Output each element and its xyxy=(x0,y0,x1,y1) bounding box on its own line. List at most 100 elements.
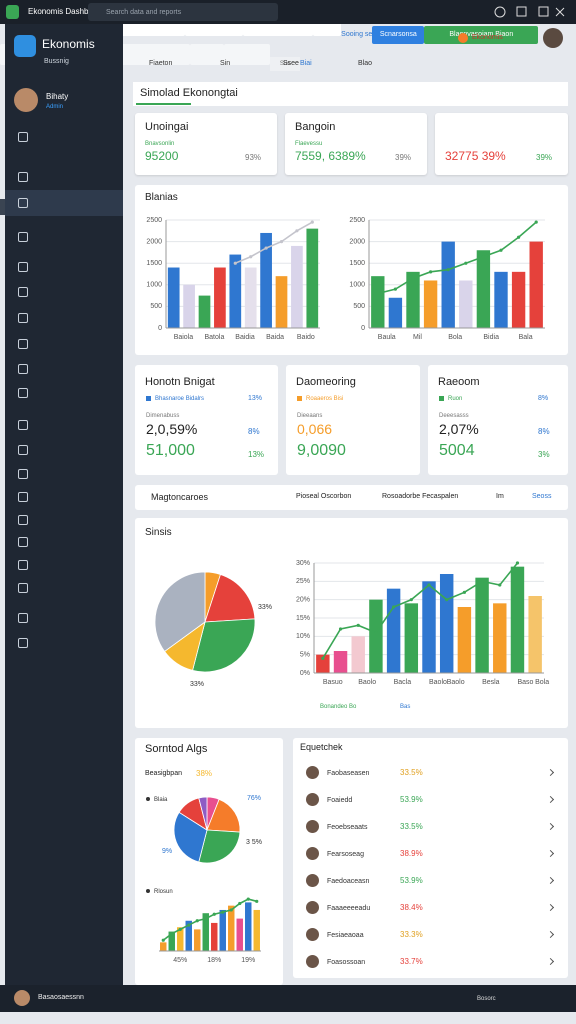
row-pct: 53.9% xyxy=(400,795,423,804)
pie-slice xyxy=(204,573,256,623)
row-avatar xyxy=(306,928,319,941)
list-link[interactable]: Biai xyxy=(300,58,312,70)
header-link[interactable]: Sooing se xyxy=(341,29,372,41)
trend-point xyxy=(321,656,325,660)
x-tick-label: Baido xyxy=(297,334,315,341)
trend-point xyxy=(481,255,485,259)
x-tick-label: Baula xyxy=(378,334,396,341)
bar-chart: 0 500 1000 1500 2000 2500 Baula Mil Bola Bidia Bal… xyxy=(349,217,545,341)
row-avatar xyxy=(306,901,319,914)
row-pct: 33.5% xyxy=(400,822,423,831)
tab[interactable] xyxy=(224,44,270,65)
tabs-bar xyxy=(135,485,568,510)
stat-v2: 51,000 xyxy=(146,442,195,459)
brand-name: Ekonomis xyxy=(42,37,95,51)
card-title: Blanias xyxy=(145,192,178,203)
bullet xyxy=(146,889,150,893)
row-avatar xyxy=(306,955,319,968)
stat-card xyxy=(135,365,278,475)
row-name: Faaaeeeeadu xyxy=(327,905,371,912)
row-pct: 33.3% xyxy=(400,930,423,939)
trend-point xyxy=(446,268,450,272)
trend-point xyxy=(376,291,380,296)
bar xyxy=(404,603,419,673)
x-tick-label: 19% xyxy=(241,957,255,964)
bar xyxy=(185,920,192,951)
trend-line xyxy=(322,562,519,659)
x-tick-label: Bola xyxy=(448,334,462,341)
kpi-button[interactable]: Blaonvasoiam Biaon xyxy=(424,26,539,44)
primary-button[interactable]: Scnarsonsa xyxy=(372,26,425,44)
y-tick-label: 1500 xyxy=(146,260,162,267)
pie-slice xyxy=(198,829,241,864)
trend-point xyxy=(170,932,174,936)
card-title: Equetchek xyxy=(300,742,343,752)
x-tick-label: Basuo xyxy=(323,679,343,686)
bar xyxy=(228,905,235,951)
row-pct: 38.4% xyxy=(400,903,423,912)
x-tick-label: Bacla xyxy=(394,679,412,686)
bar-chart: 45% 18% 19% xyxy=(159,897,261,964)
bar xyxy=(423,280,438,328)
bar xyxy=(459,280,473,328)
stat-v1: 2,07% xyxy=(439,421,479,437)
kpi-value: 32775 39% xyxy=(445,149,506,163)
bar xyxy=(494,271,508,328)
x-tick-label: Baidia xyxy=(235,334,255,341)
trend-point xyxy=(187,923,191,927)
bar xyxy=(528,596,542,673)
pie-label: Blaia xyxy=(154,797,168,803)
y-tick-label: 500 xyxy=(353,303,365,310)
x-tick-label: 45% xyxy=(173,957,187,964)
brand-logo xyxy=(14,35,36,57)
pie-callout: 9% xyxy=(162,848,173,855)
trend-point xyxy=(255,899,259,903)
bar xyxy=(386,588,401,673)
tab[interactable] xyxy=(190,44,224,65)
stat-title: Raeoom xyxy=(438,376,480,388)
filter-label: Ssee xyxy=(283,60,299,67)
nav-icon xyxy=(18,198,28,208)
bar xyxy=(457,607,472,673)
trend-point xyxy=(295,229,299,233)
x-tick-label: Baida xyxy=(266,334,284,341)
bar-chart: 0%5%10%15%20%25%30%Basuo Baolo Bacla Baolo B… xyxy=(296,560,549,686)
bar xyxy=(211,922,218,951)
trend-point xyxy=(161,938,165,942)
analysis-button[interactable]: Sus xyxy=(270,57,300,71)
pie-chart xyxy=(154,571,256,673)
bar xyxy=(493,603,507,673)
trend-point xyxy=(393,287,397,291)
badge: Ekonomis xyxy=(472,34,503,41)
x-tick-label: Baso xyxy=(517,679,533,686)
nav-icon xyxy=(18,583,28,593)
stat-legend-pct: 13% xyxy=(248,395,263,402)
stat-v1: 0,066 xyxy=(297,421,333,437)
trend-point xyxy=(427,583,431,587)
bar xyxy=(316,654,330,673)
trend-point xyxy=(445,598,449,602)
stat-card xyxy=(428,365,568,475)
search-box xyxy=(88,3,278,21)
stat-p2: 13% xyxy=(248,450,265,459)
bars-label: Rlosun xyxy=(154,889,173,895)
trend-point xyxy=(310,220,314,224)
pie-slice xyxy=(173,811,208,863)
y-tick-label: 0% xyxy=(300,670,310,677)
card-title: Sorntod Algs xyxy=(145,743,208,755)
row-name: Fesiaeaoaa xyxy=(327,932,364,939)
row-pct: 53.9% xyxy=(400,876,423,885)
stat-title: Daomeoring xyxy=(296,376,356,388)
trend-point xyxy=(534,220,538,224)
bar xyxy=(245,902,252,951)
row-avatar xyxy=(306,847,319,860)
trend-point xyxy=(392,605,396,609)
bar xyxy=(219,909,226,951)
pie-slice xyxy=(192,618,256,673)
y-tick-label: 2000 xyxy=(349,238,365,245)
tab-label: Rosoadorbe Fecaspalen xyxy=(382,493,459,500)
bar xyxy=(369,599,383,673)
trend-point xyxy=(338,627,343,631)
card-title: Sinsis xyxy=(145,527,172,538)
